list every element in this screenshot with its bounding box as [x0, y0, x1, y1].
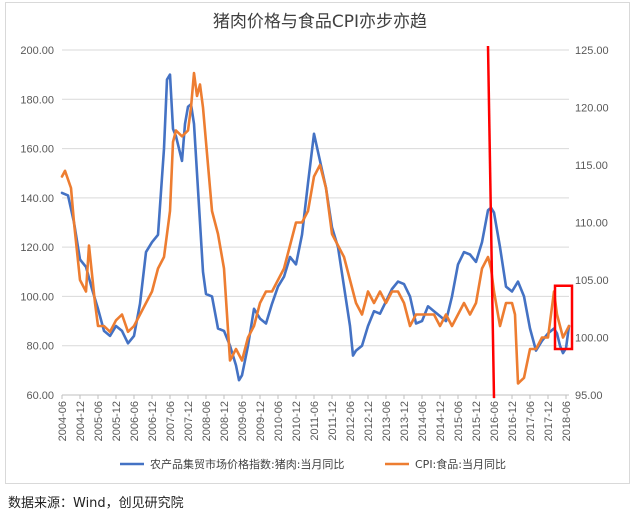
y-right-tick-label: 100.00 — [575, 333, 609, 345]
highlight-box — [553, 284, 574, 351]
x-tick-label: 2015-06 — [453, 401, 465, 441]
x-tick-label: 2009-06 — [237, 401, 249, 441]
y-right-tick-label: 110.00 — [575, 218, 608, 230]
x-tick-label: 2013-12 — [399, 401, 411, 441]
y-right-tick-label: 115.00 — [575, 160, 608, 172]
y-left-tick-label: 100.00 — [20, 291, 54, 303]
y-left-tick-label: 140.00 — [20, 193, 54, 205]
x-tick-label: 2012-12 — [363, 401, 375, 441]
y-left-tick-label: 120.00 — [20, 242, 54, 254]
x-tick-label: 2004-06 — [57, 401, 69, 441]
chart-title: 猪肉价格与食品CPI亦步亦趋 — [213, 12, 427, 32]
x-tick-label: 2011-06 — [309, 401, 321, 441]
x-tick-label: 2015-12 — [471, 401, 483, 441]
x-tick-label: 2017-12 — [543, 401, 555, 441]
x-tick-label: 2016-12 — [507, 401, 519, 441]
legend-label: CPI:食品:当月同比 — [415, 457, 506, 471]
x-tick-label: 2004-12 — [75, 401, 87, 441]
x-tick-label: 2011-12 — [327, 401, 339, 441]
y-right-tick-label: 125.00 — [575, 45, 609, 57]
x-tick-label: 2010-12 — [291, 401, 303, 441]
y-right-tick-label: 95.00 — [575, 390, 603, 402]
line-chart: 猪肉价格与食品CPI亦步亦趋 60.00 80.00 100.00 120.00 140.… — [20, 12, 609, 471]
y-right-tick-label: 105.00 — [575, 275, 609, 287]
x-tick-label: 2010-06 — [273, 401, 285, 441]
x-tick-label: 2017-06 — [525, 401, 537, 441]
y-right-tick-label: 120.00 — [575, 103, 609, 115]
x-tick-label: 2014-12 — [435, 401, 447, 441]
y-left-tick-label: 60.00 — [26, 390, 54, 402]
y-left-tick-label: 160.00 — [20, 144, 54, 156]
x-tick-label: 2005-12 — [111, 401, 123, 441]
x-tick-label: 2018-06 — [561, 401, 573, 441]
source-note: 数据来源：Wind，创见研究院 — [8, 496, 184, 511]
x-tick-label: 2009-12 — [255, 401, 267, 441]
y-left-tick-label: 80.00 — [26, 341, 54, 353]
y-left-tick-label: 200.00 — [20, 45, 54, 57]
x-tick-label: 2013-06 — [381, 401, 393, 441]
x-tick-label: 2008-06 — [201, 401, 213, 441]
x-tick-label: 2006-12 — [147, 401, 159, 441]
chart-frame — [5, 2, 630, 484]
y-left-tick-label: 180.00 — [20, 94, 54, 106]
vertical-marker-line — [486, 45, 496, 399]
x-tick-label: 2007-06 — [165, 401, 177, 441]
x-tick-label: 2008-12 — [219, 401, 231, 441]
series-line-cpi-food — [60, 71, 571, 385]
x-tick-label: 2005-06 — [93, 401, 105, 441]
x-tick-label: 2014-06 — [417, 401, 429, 441]
x-tick-label: 2016-06 — [489, 401, 501, 441]
legend-label: 农产品集贸市场价格指数:猪肉:当月同比 — [150, 457, 344, 471]
x-tick-label: 2006-06 — [129, 401, 141, 441]
x-tick-label: 2007-12 — [183, 401, 195, 441]
x-tick-label: 2012-06 — [345, 401, 357, 441]
